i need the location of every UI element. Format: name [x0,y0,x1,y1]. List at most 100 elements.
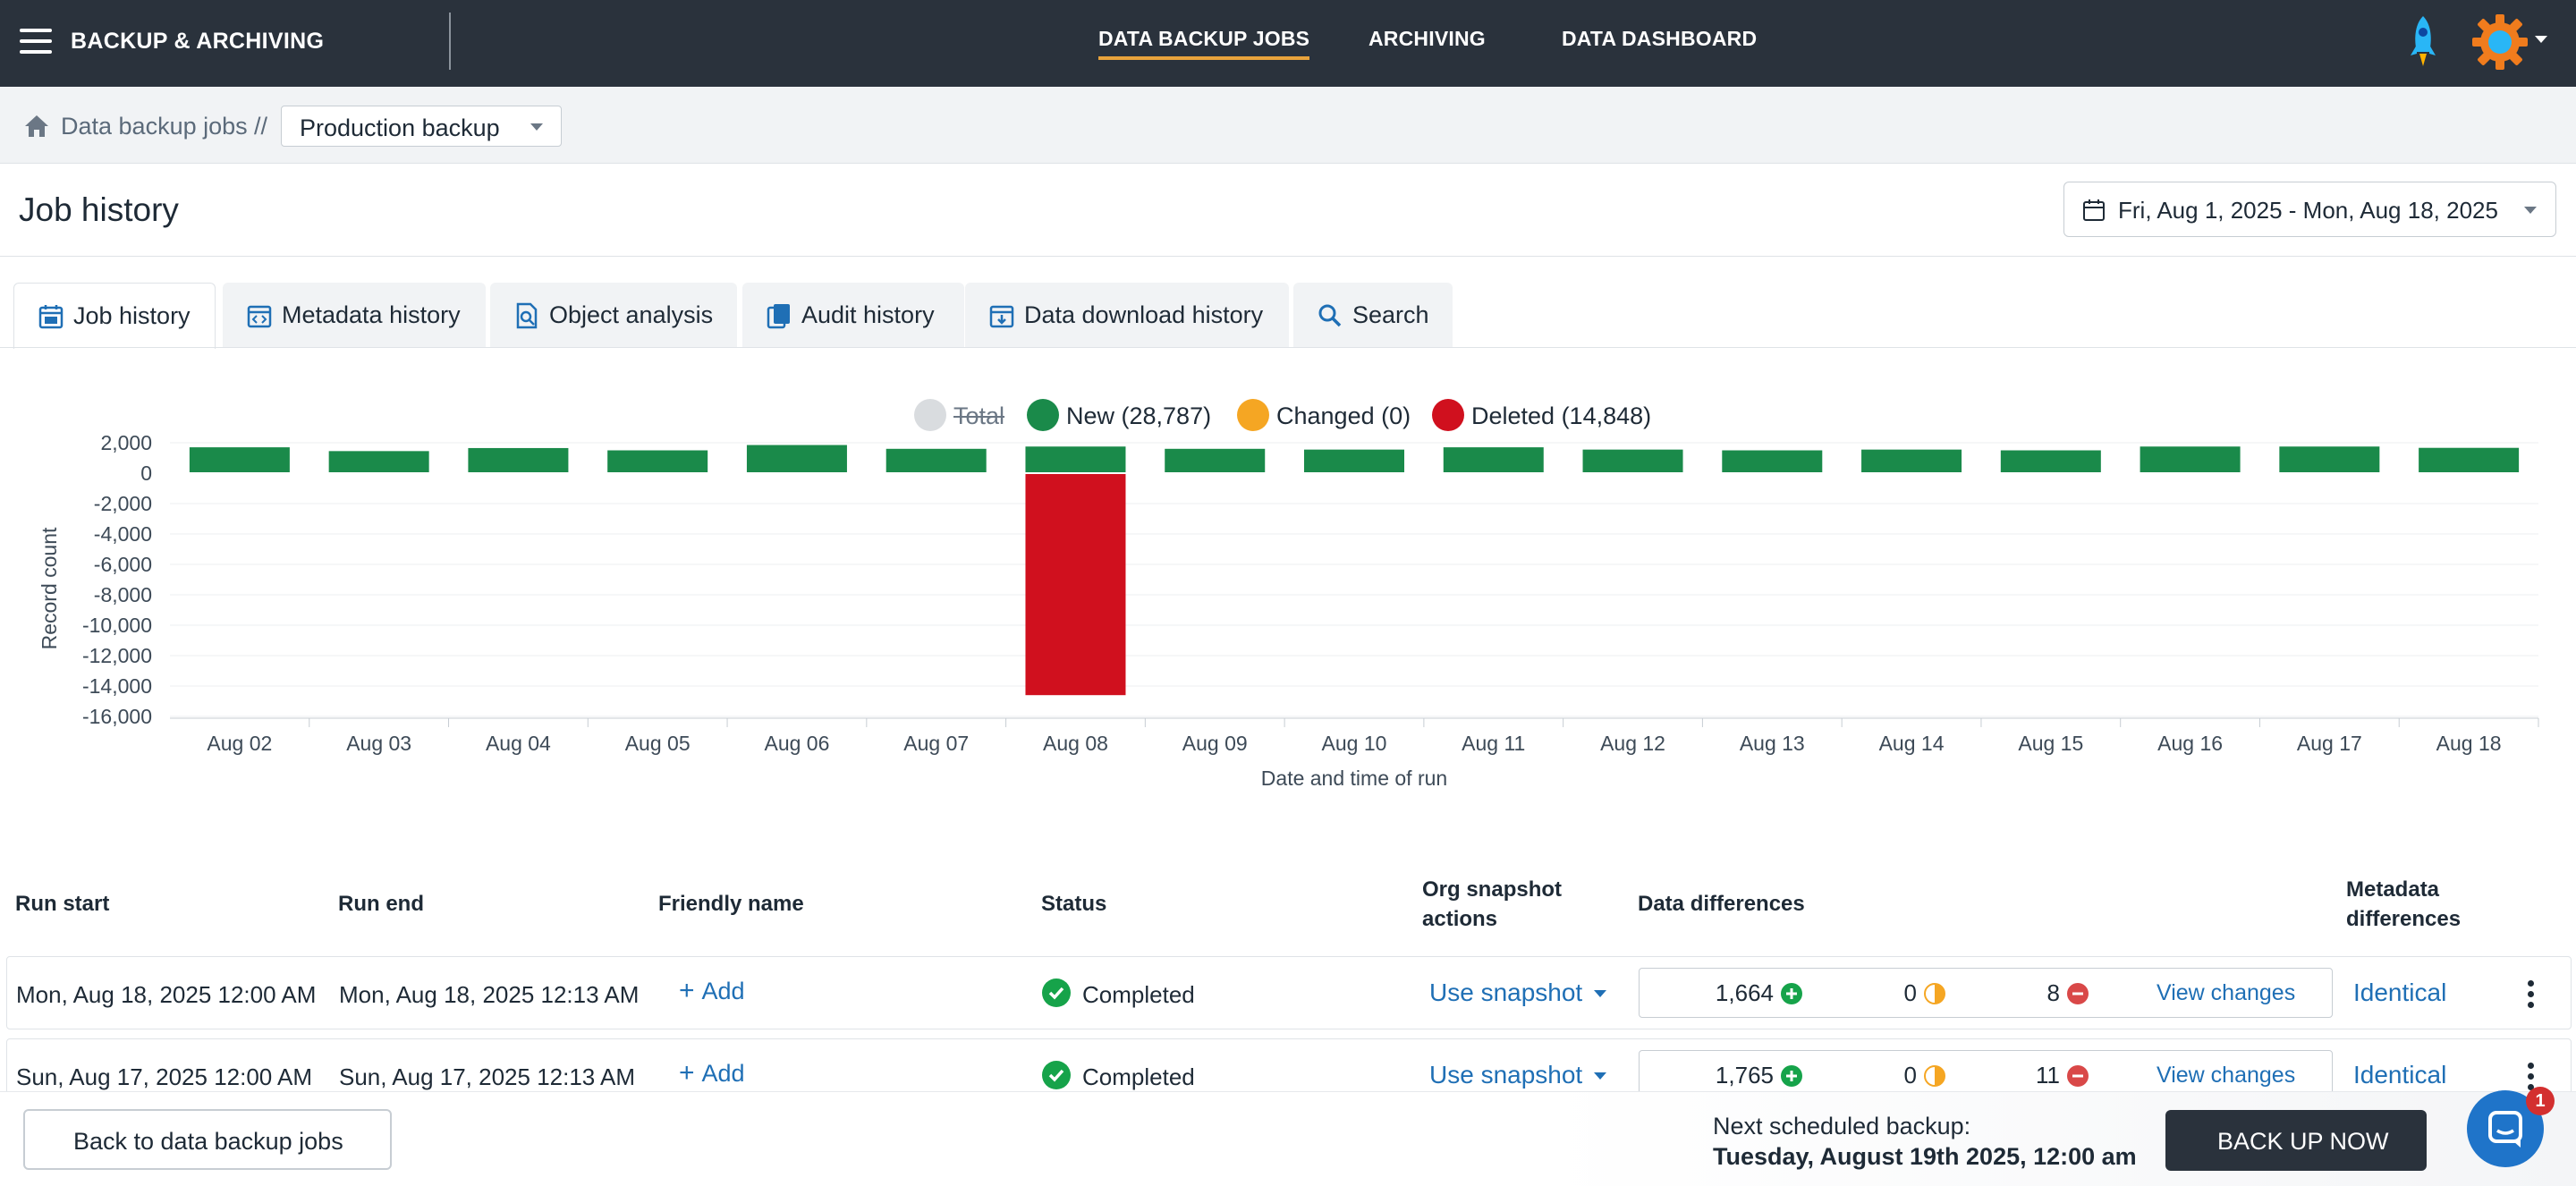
run-end-cell: Sun, Aug 17, 2025 12:13 AM [339,1063,636,1090]
header-line: differences [2346,907,2462,931]
x-tick-label: Aug 08 [1043,732,1108,755]
x-tick-label: Aug 13 [1740,732,1805,755]
calendar-code-icon [247,305,272,328]
nav-data-backup-jobs[interactable]: DATA BACKUP JOBS [1098,27,1310,60]
back-up-now-button[interactable]: BACK UP NOW [2165,1110,2427,1171]
nav-data-dashboard[interactable]: DATA DASHBOARD [1562,27,1758,50]
plus-icon: + [679,1058,695,1088]
more-options-icon[interactable] [2528,1063,2535,1093]
job-select-dropdown[interactable]: Production backup [281,106,562,147]
nav-archiving[interactable]: ARCHIVING [1368,27,1486,50]
plus-icon: + [679,976,695,1005]
bar-new [1304,449,1404,473]
y-tick-label: -6,000 [94,553,152,576]
use-snapshot-dropdown[interactable]: Use snapshot [1429,1061,1583,1089]
y-tick-label: -4,000 [94,522,152,546]
bar-new [1582,449,1683,473]
x-tick-label: Aug 03 [346,732,411,755]
button-label: Back to data backup jobs [73,1128,343,1155]
chevron-down-icon[interactable] [1594,990,1606,997]
minus-circle-icon [2067,1065,2089,1087]
y-tick-label: 2,000 [100,431,152,454]
breadcrumb-data-backup-jobs[interactable]: Data backup jobs [61,113,248,140]
column-header-metadata-differences: Metadata differences [2346,875,2461,934]
calendar-icon [38,305,64,329]
tab-label: Search [1352,301,1429,328]
bar-new [189,447,290,473]
bar-new [2419,447,2520,473]
x-tick-label: Aug 11 [1462,732,1525,755]
metadata-identical-link[interactable]: Identical [2353,1061,2447,1089]
bar-new [886,448,987,473]
hamburger-menu-icon[interactable] [20,29,52,55]
app-title: BACKUP & ARCHIVING [71,29,325,54]
view-changes-link[interactable]: View changes [2157,1063,2296,1088]
y-tick-label: -2,000 [94,492,152,515]
legend-dot [914,399,946,431]
y-axis-title: Record count [38,527,61,649]
y-tick-label: -16,000 [82,705,152,728]
button-label: BACK UP NOW [2217,1128,2389,1155]
table-row[interactable]: Mon, Aug 18, 2025 12:00 AM Mon, Aug 18, … [6,956,2572,1029]
half-circle-icon [1924,983,1945,1004]
documents-icon [767,304,790,329]
bar-new [1861,449,1962,473]
column-header-data-differences: Data differences [1638,892,1805,916]
deleted-count: 8 [2046,979,2060,1006]
tab-job-history[interactable]: Job history [13,283,216,349]
account-menu-caret-icon[interactable] [2535,36,2547,43]
changed-count: 0 [1903,1062,1917,1089]
search-icon [1318,304,1342,327]
add-friendly-name-link[interactable]: + Add [679,1058,745,1089]
tab-bar-divider [0,347,2576,348]
back-to-data-backup-jobs-button[interactable]: Back to data backup jobs [23,1109,392,1170]
record-count-bar-chart: 2,000 0 -2,000 -4,000 -6,000 -8,000 -10,000 -12… [38,431,2539,790]
y-tick-label: -10,000 [82,614,152,637]
x-tick-label: Aug 09 [1182,732,1248,755]
tab-audit-history[interactable]: Audit history [742,283,964,347]
tab-label: Object analysis [549,301,714,328]
add-friendly-name-link[interactable]: + Add [679,976,745,1006]
plus-circle-icon [1781,983,1802,1004]
tab-search[interactable]: Search [1293,283,1453,347]
view-changes-link[interactable]: View changes [2157,980,2296,1005]
rocket-icon[interactable] [2408,14,2438,70]
home-icon[interactable] [23,114,50,139]
more-options-icon[interactable] [2528,980,2535,1011]
tab-label: Job history [73,302,191,329]
metadata-identical-link[interactable]: Identical [2353,978,2447,1006]
x-tick-label: Aug 18 [2436,732,2502,755]
header-divider [0,256,2576,257]
chevron-down-icon[interactable] [1594,1072,1606,1080]
bar-new [328,451,429,473]
job-select-value: Production backup [300,114,500,141]
tab-data-download-history[interactable]: Data download history [965,283,1289,347]
bar-new [1025,446,1126,473]
bar-new [2000,450,2101,473]
document-search-icon [516,302,538,329]
column-header-run-end: Run end [338,892,424,916]
x-axis-title: Date and time of run [1261,767,1447,790]
chat-support-button[interactable] [2467,1090,2544,1167]
y-tick-label: -8,000 [94,583,152,606]
legend-dot [1432,399,1464,431]
status-text: Completed [1082,1063,1195,1090]
x-tick-label: Aug 07 [903,732,969,755]
legend-label: Changed (0) [1276,402,1411,429]
column-header-org-snapshot: Org snapshot actions [1422,875,1562,934]
nav-divider [449,13,451,70]
tab-object-analysis[interactable]: Object analysis [490,283,737,347]
x-tick-label: Aug 12 [1600,732,1665,755]
x-tick-label: Aug 05 [625,732,691,755]
legend-label: Total [953,402,1005,429]
date-range-picker[interactable]: Fri, Aug 1, 2025 - Mon, Aug 18, 2025 [2063,182,2556,237]
bar-deleted [1025,473,1126,696]
tab-metadata-history[interactable]: Metadata history [223,283,486,347]
header-line: Metadata [2346,877,2440,902]
legend-dot [1027,399,1059,431]
bar-new [746,445,847,473]
x-tick-label: Aug 10 [1322,732,1387,755]
sticky-footer [0,1091,2576,1186]
use-snapshot-dropdown[interactable]: Use snapshot [1429,978,1583,1006]
gear-settings-icon[interactable] [2470,13,2529,72]
